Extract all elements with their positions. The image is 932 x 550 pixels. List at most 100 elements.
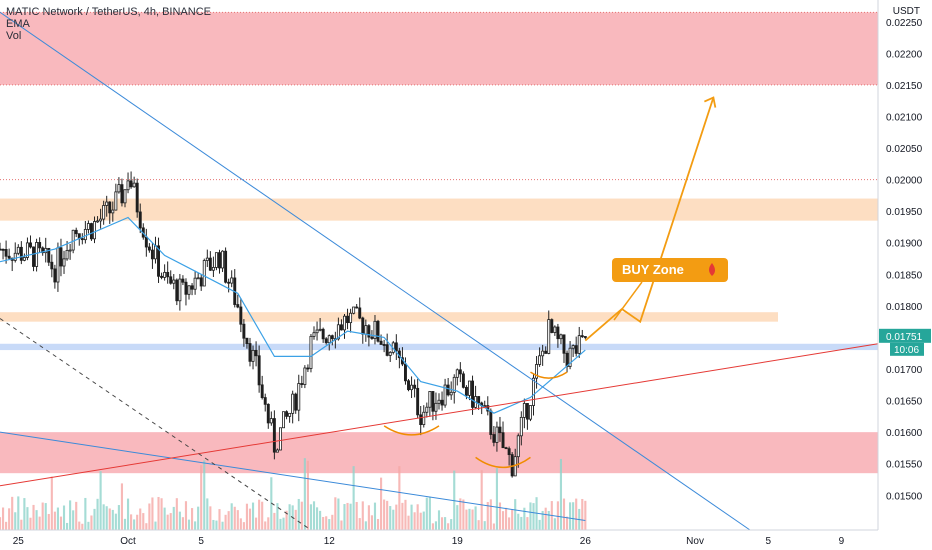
candle-body <box>205 257 209 261</box>
volume-bar <box>294 509 297 530</box>
countdown-value: 10:06 <box>894 345 919 356</box>
volume-bar <box>245 503 249 530</box>
candle-body <box>446 384 450 396</box>
volume-bar <box>35 510 38 530</box>
volume-bar <box>20 519 23 530</box>
volume-bar <box>532 503 535 530</box>
volume-bar <box>47 513 50 530</box>
candle-body <box>300 383 304 385</box>
volume-bar <box>279 518 282 530</box>
buy-zone-label: BUY Zone <box>622 262 684 277</box>
volume-bar <box>209 506 212 530</box>
volume-bar <box>17 496 20 530</box>
volume-bar <box>447 523 450 530</box>
volume-bar <box>233 506 236 530</box>
volume-bar <box>32 504 35 530</box>
candle-body <box>312 332 316 337</box>
candle-body <box>272 418 276 453</box>
volume-bar <box>325 516 328 530</box>
candle-body <box>196 277 200 280</box>
candle-body <box>25 242 29 258</box>
volume-bar <box>175 498 178 530</box>
time-tick-label: 19 <box>452 536 464 547</box>
candle-body <box>184 281 188 295</box>
candle-body <box>477 396 481 404</box>
zone-band <box>0 198 878 221</box>
volume-bar <box>483 521 486 530</box>
volume-bar <box>81 523 84 530</box>
volume-bar <box>544 507 547 530</box>
candle-body <box>580 335 584 338</box>
volume-bar <box>8 508 11 530</box>
candle-body <box>327 335 331 344</box>
volume-bar <box>136 514 139 530</box>
candle-body <box>583 336 587 338</box>
candle-body <box>553 326 557 333</box>
volume-bar <box>559 458 563 530</box>
volume-bar <box>526 517 529 530</box>
candle-body <box>528 405 532 420</box>
candle-body <box>388 351 392 356</box>
candle-body <box>410 384 414 391</box>
candle-body <box>96 220 100 223</box>
candle-body <box>394 342 398 352</box>
zone-band <box>0 12 878 85</box>
candle-body <box>245 337 249 344</box>
volume-bar <box>1 507 5 530</box>
volume-bar <box>178 511 181 530</box>
volume-bar <box>569 502 572 530</box>
volume-bar <box>398 466 401 530</box>
price-tick-label: 0.01600 <box>886 428 923 439</box>
candle-body <box>150 249 154 260</box>
volume-bar <box>523 507 526 530</box>
volume-bar <box>444 517 447 530</box>
volume-bar <box>422 511 425 530</box>
volume-bar <box>459 498 462 530</box>
volume-bar <box>352 466 355 530</box>
volume-bar <box>117 505 120 530</box>
volume-bar <box>511 509 514 530</box>
candle-body <box>471 380 475 408</box>
time-axis-bg <box>0 530 932 550</box>
countdown-badge <box>890 342 924 356</box>
candle-body <box>431 391 435 412</box>
volume-bar <box>416 504 419 530</box>
candle-body <box>56 247 60 283</box>
volume-bar <box>572 502 575 530</box>
volume-bar <box>285 510 288 530</box>
candle-body <box>181 278 185 283</box>
candle-body <box>568 347 572 367</box>
volume-bar <box>312 501 316 530</box>
candle-body <box>556 326 560 340</box>
price-axis-bg <box>878 0 932 550</box>
candle-body <box>336 324 340 340</box>
candle-body <box>41 247 45 254</box>
candle-body <box>403 363 407 382</box>
candle-body <box>172 279 176 284</box>
volume-bar <box>575 498 578 530</box>
candle-body <box>50 261 54 270</box>
candle-body <box>190 285 194 290</box>
indicator-ema: EMA <box>6 18 30 30</box>
candle-body <box>291 393 295 414</box>
candle-body <box>516 435 520 458</box>
candle-body <box>419 414 423 425</box>
price-tick-label: 0.01900 <box>886 239 923 250</box>
candle-body <box>7 255 11 259</box>
volume-bar <box>197 506 200 530</box>
price-tick-label: 0.02250 <box>886 18 923 29</box>
volume-bar <box>337 498 340 530</box>
candle-body <box>370 336 374 339</box>
volume-bar <box>181 517 184 530</box>
candle-body <box>577 335 581 354</box>
candle-body <box>35 242 39 267</box>
volume-bar <box>87 521 90 530</box>
volume-bar <box>96 498 99 530</box>
candle-body <box>544 350 548 354</box>
price-tick-label: 0.02000 <box>886 176 923 187</box>
fire-icon <box>709 263 715 276</box>
volume-bar <box>404 499 407 530</box>
candle-body <box>574 345 578 354</box>
